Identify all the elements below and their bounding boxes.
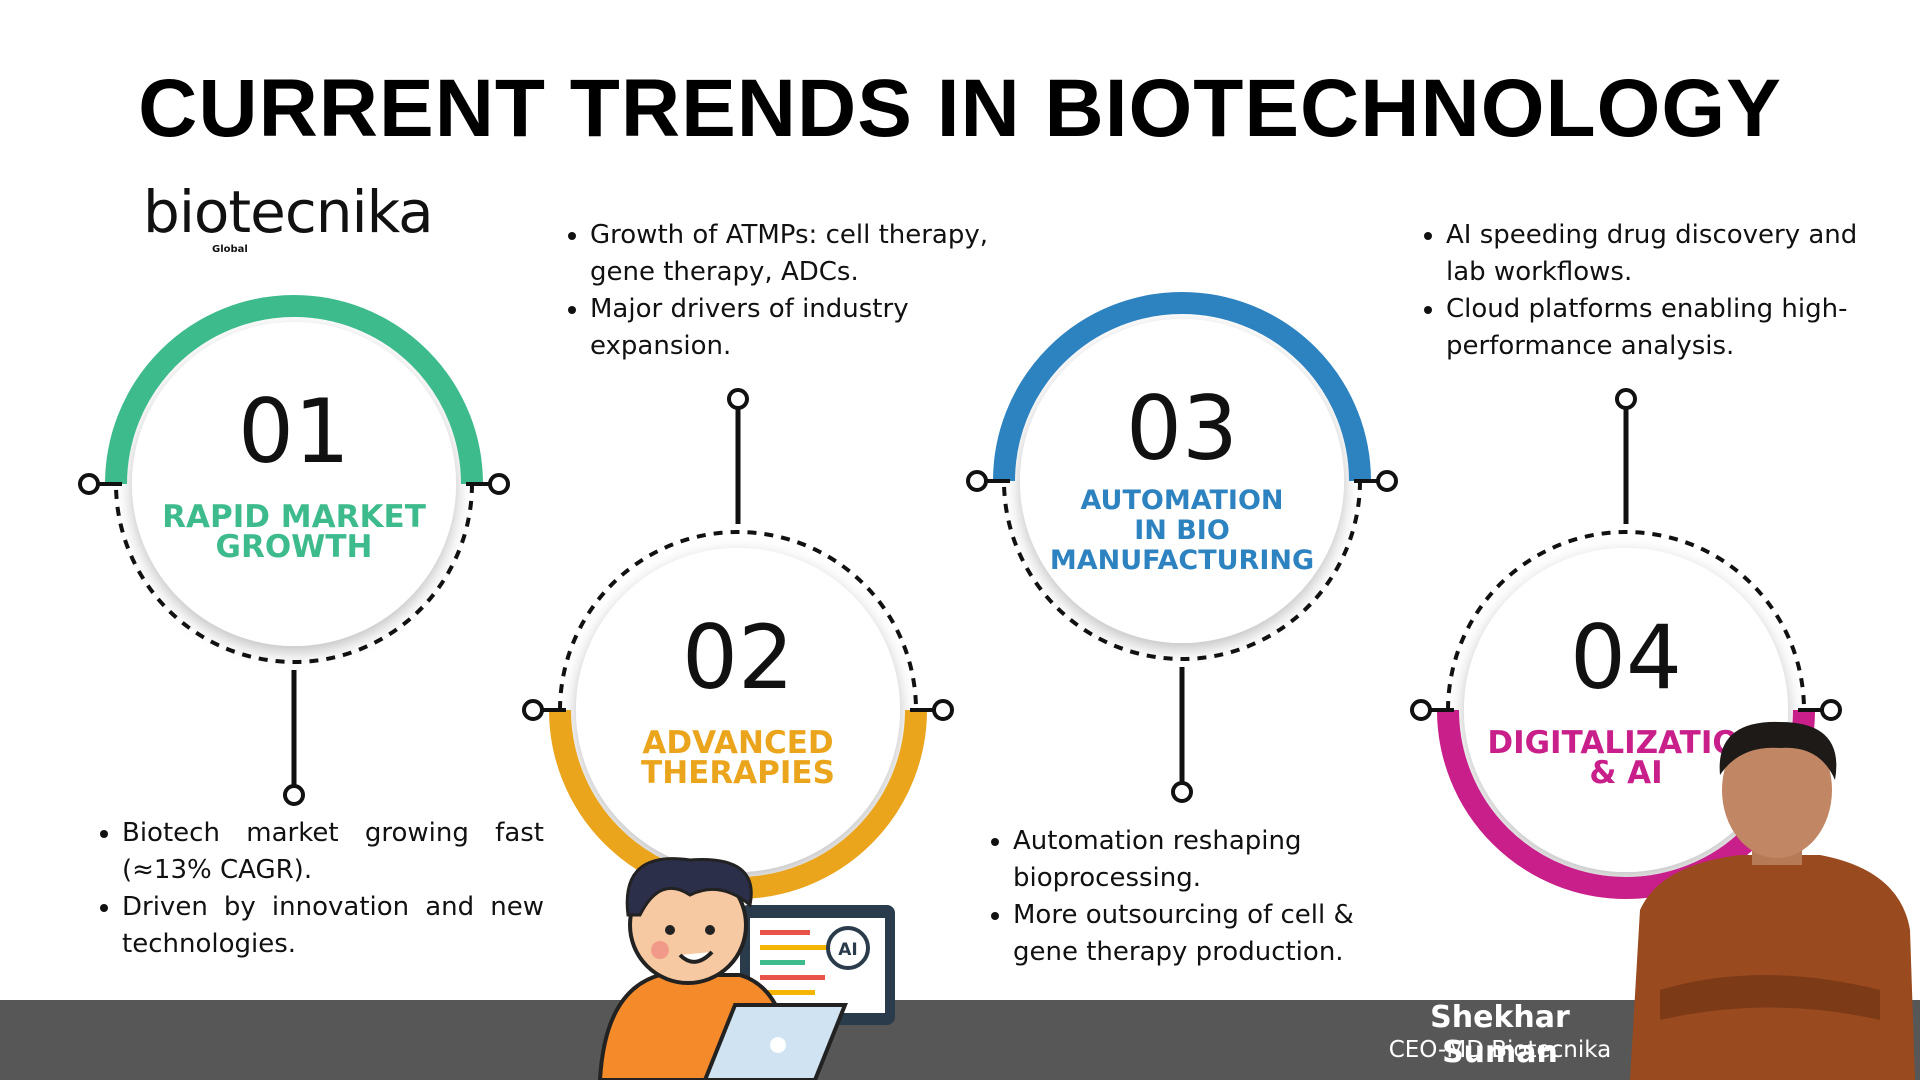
speaker-photo <box>1630 721 1915 1080</box>
ai-badge: AI <box>838 940 857 960</box>
connector-node <box>78 473 100 495</box>
item-label: & AI <box>1589 755 1662 791</box>
item-number: 03 <box>1126 377 1238 480</box>
bullet-item: Major drivers of industry expansion. <box>590 291 1030 365</box>
logo-tagline: Global <box>212 244 248 255</box>
connector-node <box>1820 699 1842 721</box>
bullet-item: Growth of ATMPs: cell therapy, gene ther… <box>590 217 1030 291</box>
bullet-item: Driven by innovation and new technologie… <box>122 889 544 963</box>
bullet-item: AI speeding drug discovery and lab workf… <box>1446 217 1866 291</box>
item-label: ADVANCED <box>642 725 833 761</box>
item-label: IN BIO <box>1134 515 1230 546</box>
bullet-list: Biotech market growing fast (≈13% CAGR).… <box>92 815 544 963</box>
connector-node <box>522 699 544 721</box>
item-number: 02 <box>682 606 794 709</box>
ring-arc <box>993 292 1371 482</box>
speaker-role: CEO-MD Biotecnika <box>1388 1037 1612 1063</box>
bullet-item: Automation reshaping bioprocessing. <box>1013 823 1393 897</box>
footer-bar <box>0 1000 1920 1080</box>
dashed-arc <box>1446 530 1806 711</box>
inner-disc <box>1020 319 1344 643</box>
ring-arc <box>105 295 483 485</box>
inner-disc <box>1464 548 1788 872</box>
connector-node <box>966 470 988 492</box>
logo: biotecnika <box>143 178 434 246</box>
bullet-item: More outsourcing of cell & gene therapy … <box>1013 897 1393 971</box>
item-label: MANUFACTURING <box>1050 545 1314 576</box>
bullet-list: Automation reshaping bioprocessing.More … <box>983 823 1393 971</box>
title: CURRENT TRENDS IN BIOTECHNOLOGY <box>138 63 1782 154</box>
stem-node <box>1615 388 1637 410</box>
item-label: GROWTH <box>216 529 373 565</box>
inner-disc <box>576 548 900 872</box>
bullet-list: Growth of ATMPs: cell therapy, gene ther… <box>560 217 1030 365</box>
stem-node <box>283 784 305 806</box>
connector-node <box>1376 470 1398 492</box>
dashed-arc <box>114 483 474 664</box>
item-label: DIGITALIZATION <box>1487 725 1764 761</box>
connector-node <box>488 473 510 495</box>
speaker-name: Shekhar Suman <box>1430 1000 1570 1070</box>
bullet-item: Cloud platforms enabling high-performanc… <box>1446 291 1866 365</box>
inner-disc <box>132 322 456 646</box>
connector-node <box>1410 699 1432 721</box>
item-number: 04 <box>1570 606 1682 709</box>
connector-node <box>932 699 954 721</box>
cartoon-illustration: AI <box>597 857 895 1080</box>
dashed-arc <box>558 530 918 711</box>
item-label: AUTOMATION <box>1080 485 1283 516</box>
item-label: RAPID MARKET <box>162 499 426 535</box>
dashed-arc <box>1002 480 1362 661</box>
bullet-item: Biotech market growing fast (≈13% CAGR). <box>122 815 544 889</box>
stem-node <box>1171 781 1193 803</box>
item-label: THERAPIES <box>641 755 835 791</box>
item-number: 01 <box>238 380 350 483</box>
stem-node <box>727 388 749 410</box>
bullet-list: AI speeding drug discovery and lab workf… <box>1416 217 1866 365</box>
